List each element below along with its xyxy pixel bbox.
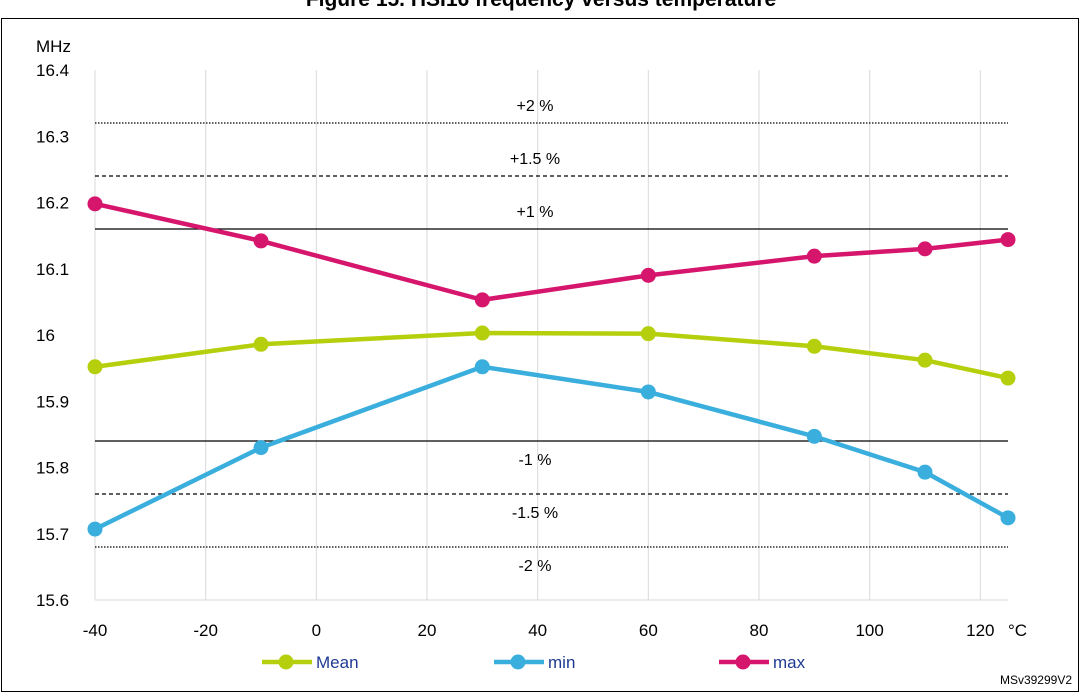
y-tick-label: 15.6	[36, 591, 69, 610]
data-point-max	[253, 233, 269, 249]
x-tick-label: -40	[83, 621, 108, 640]
data-point-max	[640, 267, 656, 283]
data-point-min	[1000, 510, 1016, 526]
data-point-mean	[253, 336, 269, 352]
y-tick-label: 15.9	[36, 392, 69, 411]
figure-title-text: Figure 15. HSI16 frequency versus temper…	[0, 0, 1082, 12]
data-point-max	[1000, 232, 1016, 248]
data-point-mean	[806, 338, 822, 354]
x-tick-label: 0	[312, 621, 321, 640]
y-tick-label: 16.1	[36, 260, 69, 279]
y-tick-label: 16.2	[36, 194, 69, 213]
data-point-mean	[917, 352, 933, 368]
figure-title: Figure 15. HSI16 frequency versus temper…	[0, 0, 1082, 18]
data-point-min	[87, 521, 103, 537]
x-tick-label: 80	[750, 621, 769, 640]
reference-line-label: +1.5 %	[510, 151, 560, 168]
x-tick-label: 120	[966, 621, 994, 640]
data-point-min	[917, 464, 933, 480]
legend-swatch-marker	[510, 654, 526, 670]
data-point-mean	[640, 326, 656, 342]
y-axis-label: MHz	[36, 37, 71, 56]
data-point-mean	[87, 359, 103, 375]
reference-line-label: -2 %	[519, 558, 552, 575]
y-tick-label: 16.4	[36, 61, 69, 80]
legend-swatch-marker	[278, 654, 294, 670]
x-axis-label: °C	[1008, 621, 1027, 640]
legend: Mean min max	[262, 653, 806, 672]
data-point-min	[253, 440, 269, 456]
x-tick-label: 40	[528, 621, 547, 640]
legend-label: max	[773, 653, 806, 672]
data-point-max	[917, 241, 933, 257]
reference-line-label: +1 %	[517, 204, 554, 221]
legend-label: Mean	[316, 653, 359, 672]
y-tick-label: 15.7	[36, 525, 69, 544]
figure-reference: MSv39299V2	[1000, 673, 1072, 687]
data-point-min	[640, 384, 656, 400]
data-point-mean	[474, 325, 490, 341]
x-tick-label: 20	[418, 621, 437, 640]
data-point-min	[806, 428, 822, 444]
y-tick-label: 16.3	[36, 127, 69, 146]
y-tick-label: 15.8	[36, 459, 69, 478]
data-point-min	[474, 359, 490, 375]
reference-lines: +2 % +1.5 % +1 % -1 % -1.5 % -2 %	[95, 98, 1008, 575]
y-tick-label: 16	[36, 326, 55, 345]
data-point-max	[474, 292, 490, 308]
axis-labels: -40 -20 0 20 40 60 80 100 120 15.6 15.7 15.8 15.9 16 1…	[36, 61, 995, 640]
data-point-mean	[1000, 370, 1016, 386]
x-tick-label: 60	[639, 621, 658, 640]
x-tick-label: -20	[193, 621, 218, 640]
legend-swatch-marker	[735, 654, 751, 670]
reference-line-label: +2 %	[517, 98, 554, 115]
chart-frame	[1, 18, 1079, 692]
x-tick-label: 100	[855, 621, 883, 640]
data-point-max	[806, 248, 822, 264]
legend-label: min	[548, 653, 575, 672]
reference-line-label: -1 %	[519, 452, 552, 469]
series-group	[87, 196, 1016, 537]
reference-line-label: -1.5 %	[512, 505, 558, 522]
series-line-mean	[94, 330, 1009, 381]
data-point-max	[87, 196, 103, 212]
